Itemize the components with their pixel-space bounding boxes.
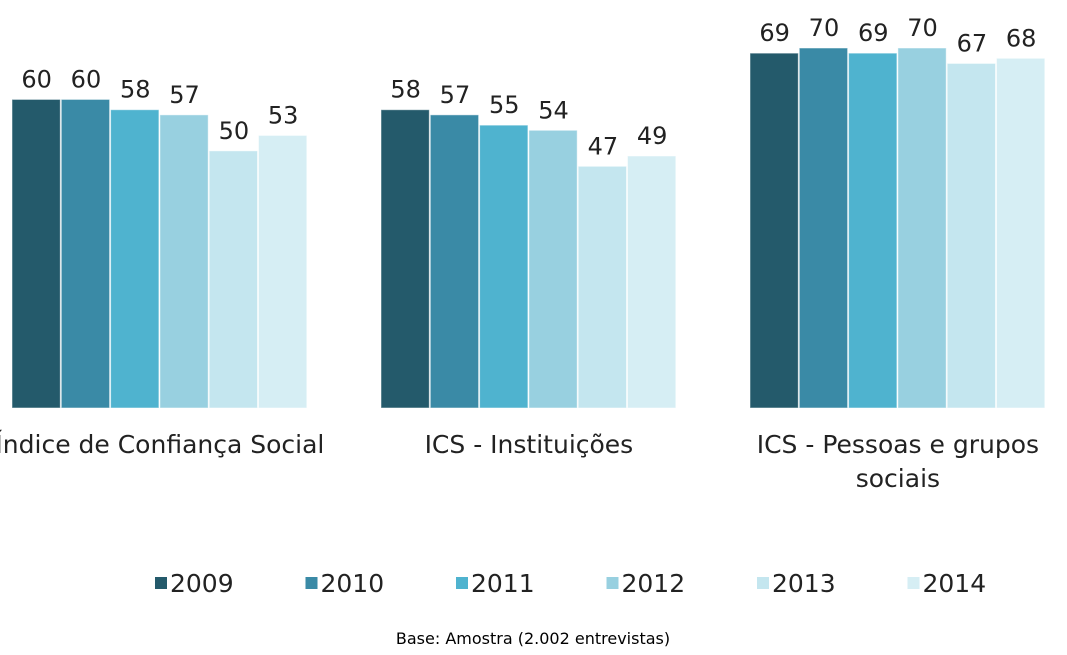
bar (946, 62, 997, 409)
bar (798, 47, 849, 409)
legend-swatch (606, 577, 619, 589)
legend-swatch (907, 577, 920, 589)
value-label: 47 (588, 132, 619, 160)
legend-swatch (155, 577, 167, 589)
value-label: 50 (219, 117, 250, 145)
note: Base: Amostra (2.002 entrevistas) (396, 629, 670, 648)
bar (479, 124, 529, 409)
value-label: 54 (538, 96, 569, 124)
bar (110, 109, 160, 409)
value-label: 57 (440, 81, 471, 109)
category-label: ICS - Instituições (424, 430, 634, 459)
value-label: 68 (1006, 24, 1037, 52)
value-label: 58 (120, 76, 151, 104)
legend-label: 2014 (923, 569, 987, 598)
bar (627, 155, 677, 409)
value-label: 57 (169, 81, 200, 109)
value-label: 49 (637, 122, 668, 150)
value-label: 70 (809, 14, 840, 42)
bar (996, 57, 1046, 409)
value-label: 53 (268, 101, 299, 129)
bar (208, 150, 258, 409)
bar (577, 165, 628, 409)
legend-label: 2011 (471, 569, 535, 598)
value-label: 70 (907, 14, 938, 42)
legend-swatch (456, 577, 468, 589)
value-label: 69 (858, 19, 889, 47)
category-label: ICS - Pessoas e grupos sociais (756, 430, 1040, 493)
bar (848, 52, 898, 409)
legend-label: 2009 (170, 569, 234, 598)
bar (11, 98, 61, 409)
bar (528, 129, 578, 409)
legend-label: 2013 (772, 569, 836, 598)
value-label: 69 (759, 19, 790, 47)
bar (258, 134, 308, 409)
legend-swatch (305, 577, 318, 589)
bar (159, 114, 209, 409)
bar (897, 47, 947, 409)
value-label: 55 (489, 91, 520, 119)
legend-swatch (757, 577, 769, 589)
category-label: Índice de Confiança Social (0, 430, 325, 459)
bar (380, 109, 430, 409)
value-label: 67 (957, 29, 988, 57)
bar (60, 98, 111, 409)
value-label: 60 (71, 65, 102, 93)
legend-label: 2012 (622, 569, 686, 598)
legend-label: 2010 (321, 569, 385, 598)
value-label: 58 (390, 76, 421, 104)
bar (749, 52, 799, 409)
value-label: 60 (21, 65, 52, 93)
bar (429, 114, 480, 409)
